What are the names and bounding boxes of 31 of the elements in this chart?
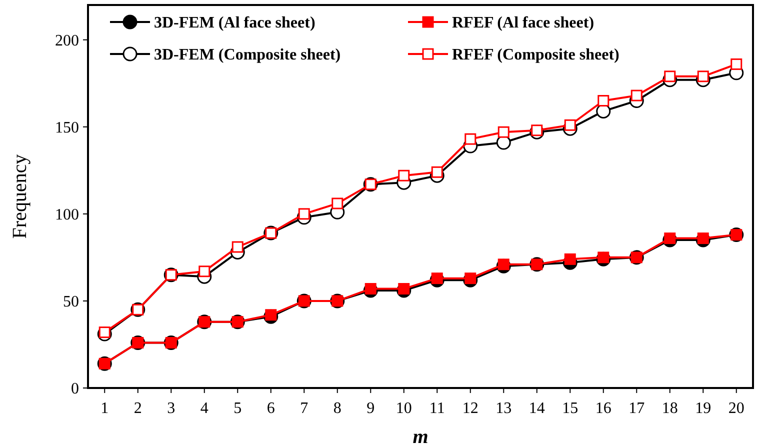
legend-label: 3D-FEM (Al face sheet) xyxy=(154,14,316,32)
x-tick-label: 5 xyxy=(234,400,242,417)
x-tick-label: 18 xyxy=(662,400,678,417)
x-tick-label: 13 xyxy=(496,400,512,417)
x-tick-label: 7 xyxy=(300,400,308,417)
y-tick-label: 150 xyxy=(55,119,79,136)
x-tick-label: 8 xyxy=(333,400,342,417)
x-tick-label: 17 xyxy=(628,400,645,417)
x-tick-label: 6 xyxy=(266,400,275,417)
y-axis-title: Frequency xyxy=(9,154,31,239)
x-tick-label: 11 xyxy=(429,400,445,417)
x-tick-label: 14 xyxy=(528,400,545,417)
y-tick-label: 200 xyxy=(55,32,79,50)
y-tick-label: 0 xyxy=(71,380,79,398)
x-tick-label: 15 xyxy=(562,400,578,417)
x-tick-label: 10 xyxy=(396,400,412,417)
x-tick-label: 19 xyxy=(695,400,712,417)
x-tick-label: 2 xyxy=(134,400,142,417)
y-tick-label: 100 xyxy=(55,206,79,224)
x-tick-label: 9 xyxy=(366,400,375,417)
legend-label: 3D-FEM (Composite sheet) xyxy=(154,46,341,64)
x-tick-label: 1 xyxy=(100,400,109,417)
x-tick-label: 4 xyxy=(200,400,208,417)
legend-label: RFEF (Composite sheet) xyxy=(452,46,620,64)
x-tick-label: 3 xyxy=(167,400,176,417)
legend-label: RFEF (Al face sheet) xyxy=(452,14,594,32)
x-tick-label: 12 xyxy=(462,400,478,417)
x-tick-label: 16 xyxy=(595,400,612,417)
x-axis-title: m xyxy=(412,426,428,447)
y-tick-label: 50 xyxy=(63,294,79,311)
x-tick-label: 20 xyxy=(728,400,744,417)
